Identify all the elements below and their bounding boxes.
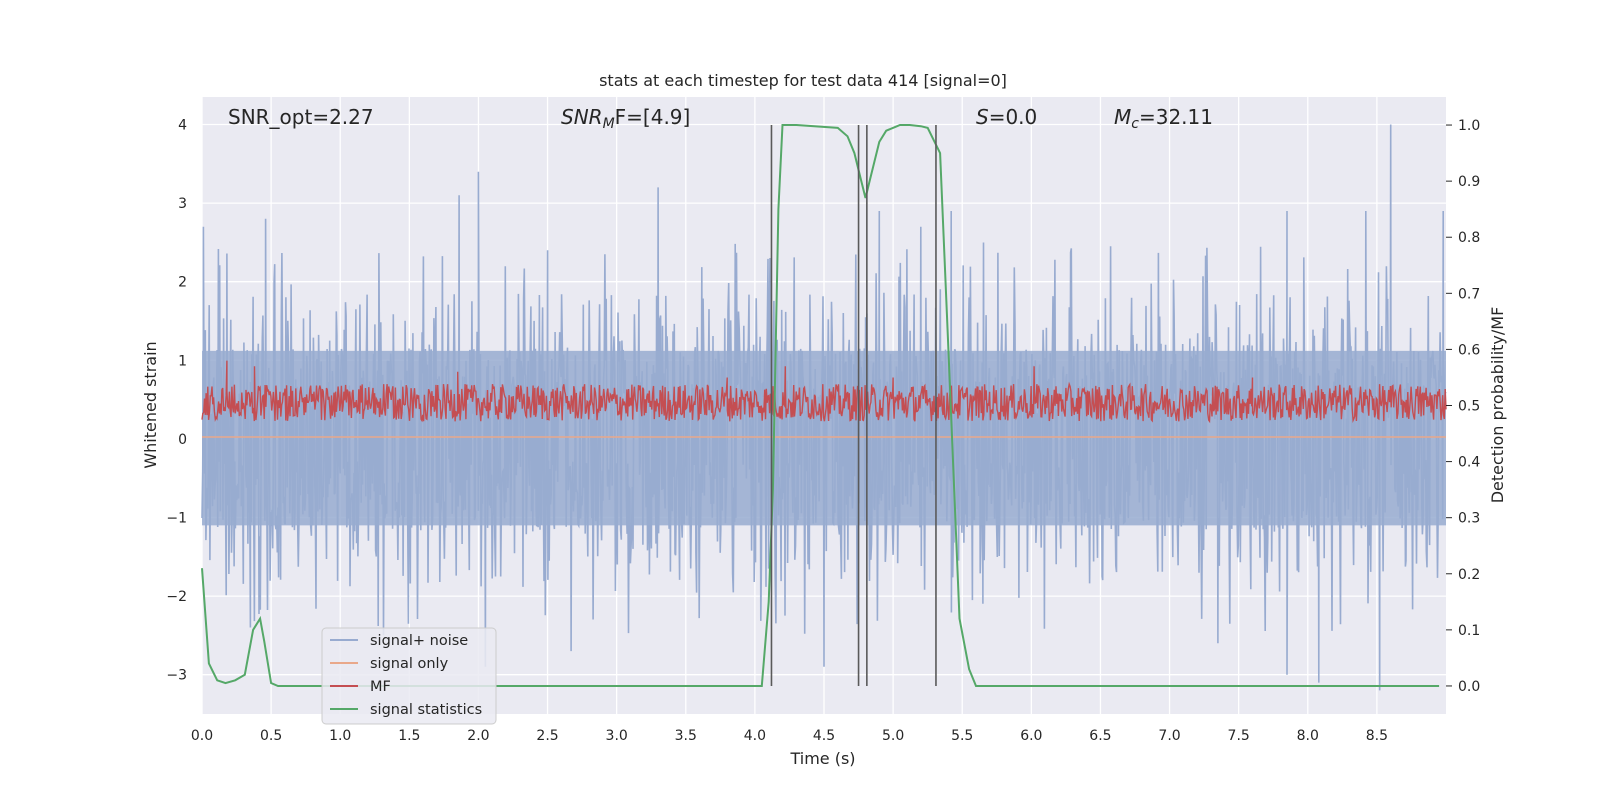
snr-mf-main: SNR xyxy=(561,105,603,129)
x-tick-label: 3.0 xyxy=(606,728,628,744)
y-tick-label: −2 xyxy=(166,589,187,605)
mc-main: M xyxy=(1114,105,1131,129)
y2-tick-label: 1.0 xyxy=(1458,118,1480,134)
chart-title: stats at each timestep for test data 414… xyxy=(599,71,1007,90)
annotation-s: S=0.0 xyxy=(976,105,1037,129)
s-rest: =0.0 xyxy=(989,105,1038,129)
y-tick-label: 2 xyxy=(178,275,187,291)
legend-box xyxy=(321,627,497,725)
y-axis-ticks: 4 3 2 1 0 −1 −2 −3 xyxy=(166,118,187,684)
y2-tick-label: 0.9 xyxy=(1458,174,1480,190)
legend-label-mf: MF xyxy=(370,679,391,695)
x-tick-label: 4.0 xyxy=(744,728,766,744)
y2-tick-label: 0.7 xyxy=(1458,286,1480,302)
y2-axis-ticks: 1.0 0.9 0.8 0.7 0.6 0.5 0.4 0.3 0.2 0.1 0.0 xyxy=(1446,118,1480,695)
mf-line xyxy=(201,360,1447,424)
x-tick-label: 6.5 xyxy=(1089,728,1111,744)
y2-tick-label: 0.0 xyxy=(1458,679,1480,695)
y2-tick-label: 0.2 xyxy=(1458,567,1480,583)
x-tick-label: 7.5 xyxy=(1228,728,1250,744)
y2-tick-label: 0.4 xyxy=(1458,455,1480,471)
x-tick-label: 5.0 xyxy=(882,728,904,744)
y2-tick-label: 0.6 xyxy=(1458,342,1480,358)
x-tick-label: 8.0 xyxy=(1297,728,1319,744)
y-tick-label: 0 xyxy=(178,432,187,448)
x-tick-label: 6.0 xyxy=(1020,728,1042,744)
legend-label-signal-plus-noise: signal+ noise xyxy=(370,633,468,649)
x-tick-label: 4.5 xyxy=(813,728,835,744)
s-main: S xyxy=(976,105,989,129)
y2-tick-label: 0.5 xyxy=(1458,399,1480,415)
legend-label-signal-only: signal only xyxy=(370,656,449,672)
x-tick-label: 2.5 xyxy=(536,728,558,744)
y-tick-label: −1 xyxy=(166,511,187,527)
signal-statistics-line xyxy=(201,124,1440,687)
x-tick-label: 8.5 xyxy=(1366,728,1388,744)
snr-mf-rest: F=[4.9] xyxy=(615,105,691,129)
series-mf xyxy=(201,360,1447,424)
mc-sub: c xyxy=(1131,116,1139,132)
x-axis-ticks: 0.0 0.5 1.0 1.5 2.0 2.5 3.0 3.5 4.0 4.5 5.0 5.5 6.0 6… xyxy=(191,728,1388,744)
x-tick-label: 1.5 xyxy=(398,728,420,744)
y2-tick-label: 0.3 xyxy=(1458,511,1480,527)
annotation-snr-opt: SNR_opt=2.27 xyxy=(228,105,374,129)
series-signal-plus-noise xyxy=(201,124,1447,691)
annotation-snr-mf: SNRMF=[4.9] xyxy=(561,105,690,132)
x-tick-label: 5.5 xyxy=(951,728,973,744)
y-tick-label: −3 xyxy=(166,668,187,684)
vertical-markers xyxy=(770,125,937,686)
mc-rest: =32.11 xyxy=(1139,105,1213,129)
x-tick-label: 7.0 xyxy=(1158,728,1180,744)
y-tick-label: 1 xyxy=(178,353,187,369)
y-axis-label: Whitened strain xyxy=(141,341,160,468)
y-tick-label: 4 xyxy=(178,118,187,134)
annotation-mc: Mc=32.11 xyxy=(1114,105,1213,132)
y-tick-label: 3 xyxy=(178,196,187,212)
x-tick-label: 0.0 xyxy=(191,728,213,744)
y2-tick-label: 0.1 xyxy=(1458,623,1480,639)
signal-plus-noise-core xyxy=(202,350,1446,526)
snr-mf-sub: M xyxy=(603,116,615,132)
x-axis-label: Time (s) xyxy=(789,749,855,768)
x-tick-label: 0.5 xyxy=(260,728,282,744)
legend-label-signal-statistics: signal statistics xyxy=(370,702,482,718)
legend: signal+ noise signal only MF signal stat… xyxy=(321,627,497,725)
y2-tick-label: 0.8 xyxy=(1458,230,1480,246)
x-tick-label: 3.5 xyxy=(675,728,697,744)
x-tick-label: 2.0 xyxy=(467,728,489,744)
x-tick-label: 1.0 xyxy=(329,728,351,744)
y2-axis-label: Detection probability/MF xyxy=(1488,307,1507,504)
series-signal-statistics xyxy=(201,124,1440,687)
